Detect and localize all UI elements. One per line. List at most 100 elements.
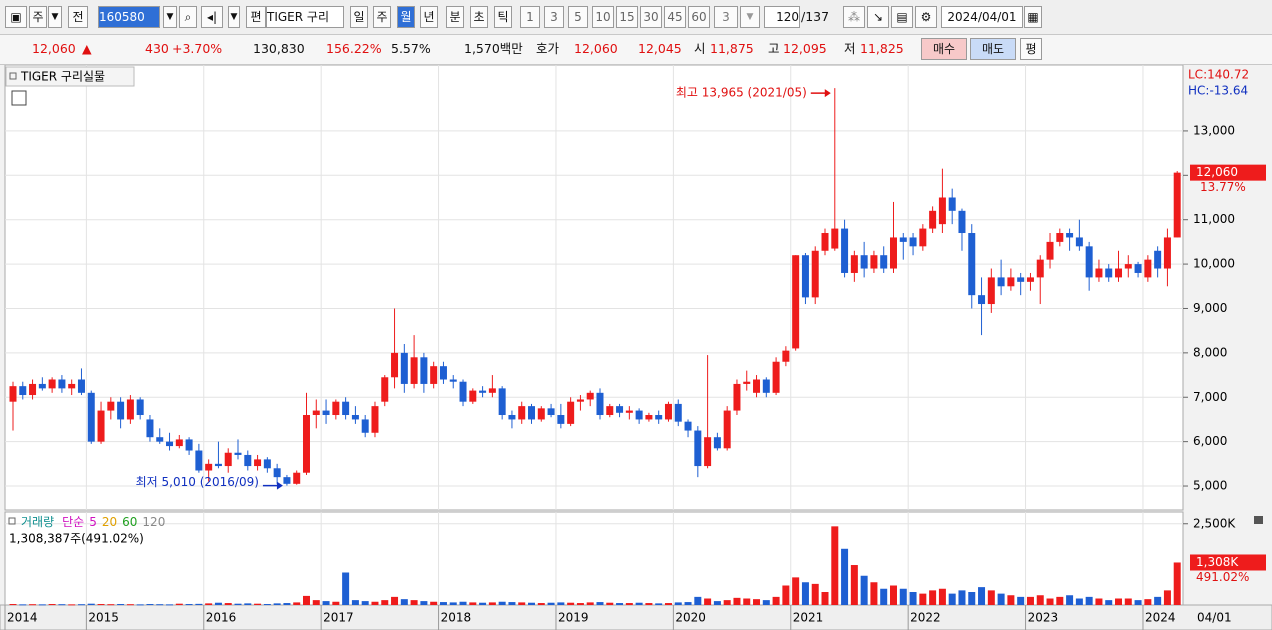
avg-button[interactable]: 평: [1020, 38, 1042, 60]
y-tick-label: 5,000: [1193, 479, 1227, 493]
candle-body: [586, 392, 594, 400]
candle-body: [1144, 259, 1152, 278]
candle-body: [224, 452, 232, 467]
tab[interactable]: 주: [373, 6, 391, 28]
candle-body: [929, 210, 937, 229]
buy-button[interactable]: 매수: [921, 38, 967, 60]
candle-body: [899, 237, 907, 242]
candle-body: [38, 383, 46, 389]
volume-bar: [684, 602, 692, 605]
volume-bar: [1026, 596, 1034, 605]
volume-bar: [400, 599, 408, 605]
volume-bar: [224, 603, 232, 605]
volume-bar: [312, 600, 320, 605]
x-tick-label: 2023: [1028, 611, 1059, 625]
volume-bar: [156, 604, 164, 606]
volume-bar: [899, 588, 907, 605]
y-tick-label: 6,000: [1193, 434, 1227, 448]
chart-icon[interactable]: ▣: [5, 6, 27, 28]
volume-bar: [1007, 595, 1015, 605]
legend-item: 120: [142, 515, 165, 529]
volume-bar: [381, 600, 389, 605]
candle-body: [753, 379, 761, 393]
volume-bar: [420, 601, 428, 605]
tab[interactable]: 5: [568, 6, 588, 28]
dropdown[interactable]: ▼: [48, 6, 62, 28]
tab[interactable]: 틱: [494, 6, 512, 28]
volume-bar: [77, 604, 85, 606]
tool-icon[interactable]: ↘: [867, 6, 889, 28]
x-tick-label: 2017: [323, 611, 354, 625]
candle-body: [919, 228, 927, 247]
settings-icon[interactable]: ⚙: [915, 6, 937, 28]
count-field[interactable]: 3: [714, 6, 738, 28]
volume-bar: [1163, 590, 1171, 605]
candle-body: [576, 399, 584, 402]
candle-body: [723, 410, 731, 449]
candle-body: [938, 197, 946, 225]
unit[interactable]: 주: [29, 6, 47, 28]
volume-bar: [938, 588, 946, 605]
volume-bar: [596, 602, 604, 605]
dropdown[interactable]: ▼: [740, 6, 760, 28]
volume-bar: [792, 577, 800, 605]
tab[interactable]: 년: [420, 6, 438, 28]
x-tick-label: 2020: [675, 611, 706, 625]
volume-bar: [302, 595, 310, 605]
code-input[interactable]: 160580: [98, 6, 160, 28]
candle-body: [488, 388, 496, 393]
edit-button[interactable]: 편: [246, 6, 266, 28]
candle-body: [655, 415, 663, 420]
volume-bar: [107, 604, 115, 606]
candle-body: [948, 197, 956, 211]
tab[interactable]: 1: [520, 6, 540, 28]
calendar-icon[interactable]: ▦: [1024, 6, 1042, 28]
tab[interactable]: 10: [592, 6, 614, 28]
volume-bar: [117, 604, 125, 606]
candle-body: [547, 408, 555, 416]
volume-bar: [439, 602, 447, 605]
candle-body: [811, 250, 819, 298]
tab[interactable]: 초: [470, 6, 488, 28]
prev-button[interactable]: 전: [68, 6, 88, 28]
tab[interactable]: 분: [446, 6, 464, 28]
volume-bar: [762, 600, 770, 605]
candle-body: [1095, 268, 1103, 278]
candle-body: [782, 350, 790, 362]
price-tag-label: 12,060: [1196, 165, 1238, 179]
tab[interactable]: 3: [544, 6, 564, 28]
dropdown[interactable]: ▼: [163, 6, 177, 28]
save-icon[interactable]: ▤: [891, 6, 913, 28]
legend-item: 거래량: [21, 515, 54, 529]
chart: 2014 2015 2016 2017 2018 2019 2020 2021 2022 2023…: [0, 65, 1272, 630]
volume-bar: [9, 604, 17, 606]
search-button[interactable]: ⌕: [179, 6, 197, 28]
tool-icon[interactable]: ⁂: [843, 6, 865, 28]
candle-body: [1007, 277, 1015, 287]
sound-button[interactable]: ◂|: [201, 6, 223, 28]
tab[interactable]: 60: [688, 6, 710, 28]
volume-bar: [1017, 596, 1025, 605]
volume-bar: [713, 601, 721, 605]
volume-bar: [645, 603, 653, 605]
tab[interactable]: 15: [616, 6, 638, 28]
range-field[interactable]: 120: [764, 6, 800, 28]
date-field[interactable]: 2024/04/01: [941, 6, 1023, 28]
volume-bar: [547, 602, 555, 605]
panel-icon: [1254, 516, 1263, 524]
x-tick-label: 2015: [88, 611, 119, 625]
candle-body: [1046, 241, 1054, 260]
volume-bar: [508, 602, 516, 605]
dropdown[interactable]: ▼: [228, 6, 240, 28]
sell-button[interactable]: 매도: [970, 38, 1016, 60]
tab[interactable]: 45: [664, 6, 686, 28]
volume-bar: [1134, 600, 1142, 605]
candle-body: [889, 237, 897, 269]
tab[interactable]: 일: [350, 6, 368, 28]
volume-tag-label: 1,308K: [1196, 555, 1239, 569]
volume-bar: [263, 604, 271, 606]
candle-body: [557, 415, 565, 424]
tab[interactable]: 30: [640, 6, 662, 28]
tab[interactable]: 월: [397, 6, 415, 28]
candle-body: [117, 401, 125, 420]
